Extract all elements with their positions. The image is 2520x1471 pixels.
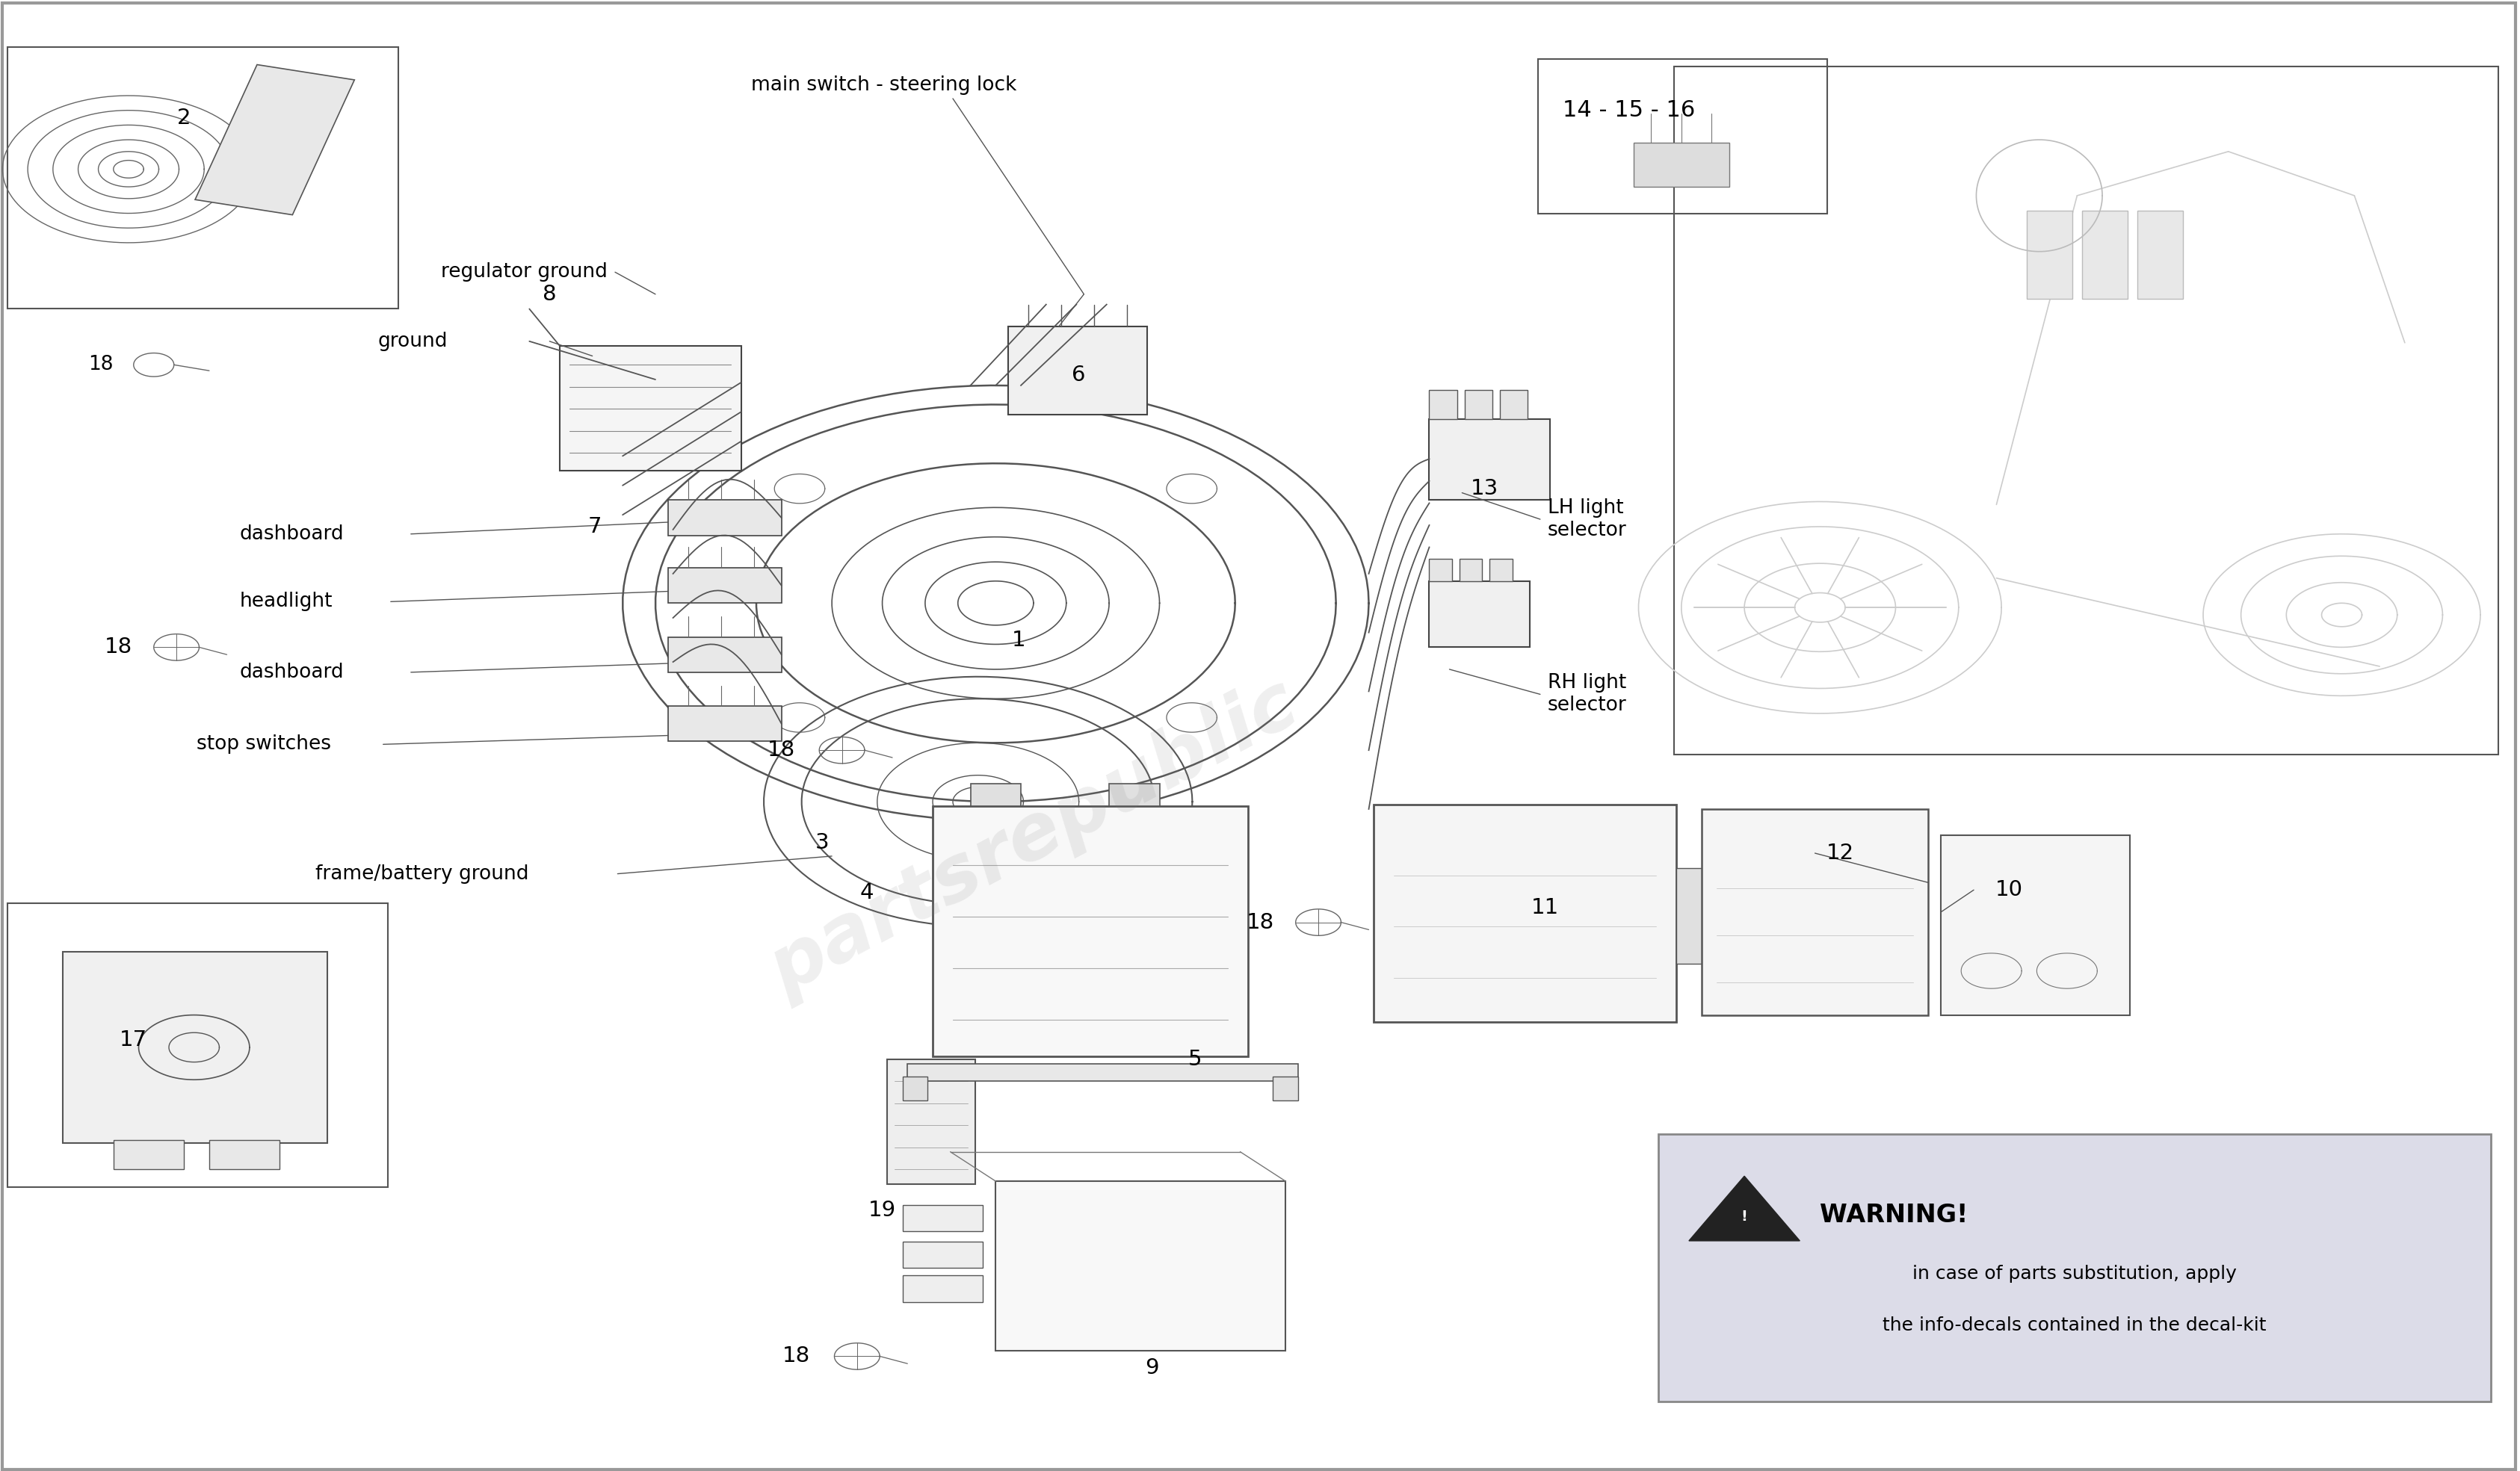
Bar bbox=[8, 47, 398, 309]
Bar bbox=[1537, 59, 1827, 213]
Bar bbox=[668, 568, 781, 603]
Text: 6: 6 bbox=[1071, 365, 1086, 385]
Bar bbox=[668, 637, 781, 672]
Text: frame/battery ground: frame/battery ground bbox=[315, 863, 529, 884]
Bar bbox=[887, 1059, 975, 1184]
Text: stop switches: stop switches bbox=[197, 734, 330, 755]
Text: ground: ground bbox=[378, 331, 449, 352]
Text: 11: 11 bbox=[1530, 897, 1560, 918]
Bar bbox=[1489, 559, 1512, 581]
Bar bbox=[1008, 327, 1147, 415]
Text: 8: 8 bbox=[542, 284, 557, 304]
Bar bbox=[1273, 1077, 1298, 1100]
Bar bbox=[668, 500, 781, 535]
Bar bbox=[970, 784, 1021, 806]
Polygon shape bbox=[194, 65, 355, 215]
Text: 18: 18 bbox=[103, 637, 134, 658]
Bar bbox=[2137, 210, 2182, 299]
Bar bbox=[668, 706, 781, 741]
Bar bbox=[1940, 836, 2129, 1015]
Text: 18: 18 bbox=[88, 355, 113, 375]
Text: headlight: headlight bbox=[239, 591, 333, 612]
Text: 3: 3 bbox=[814, 833, 829, 853]
Bar bbox=[902, 1242, 983, 1268]
Text: 1: 1 bbox=[1011, 630, 1026, 650]
Bar bbox=[1109, 784, 1159, 806]
Bar bbox=[1429, 390, 1457, 419]
Bar bbox=[559, 346, 741, 471]
Text: 19: 19 bbox=[867, 1200, 897, 1221]
Bar bbox=[1429, 559, 1452, 581]
Text: LH light
selector: LH light selector bbox=[1547, 499, 1625, 540]
Bar bbox=[1429, 419, 1550, 500]
Bar bbox=[209, 1140, 280, 1169]
Bar bbox=[2082, 210, 2127, 299]
Text: 13: 13 bbox=[1469, 478, 1499, 499]
Bar bbox=[907, 1064, 1298, 1081]
Text: partsrepublic: partsrepublic bbox=[756, 668, 1310, 1009]
Bar bbox=[902, 1205, 983, 1231]
Text: !: ! bbox=[1741, 1209, 1746, 1224]
Text: 18: 18 bbox=[781, 1346, 811, 1367]
Text: 14 - 15 - 16: 14 - 15 - 16 bbox=[1562, 100, 1696, 121]
Text: 12: 12 bbox=[1824, 843, 1855, 863]
Bar bbox=[902, 1275, 983, 1302]
Text: 18: 18 bbox=[1245, 912, 1275, 933]
Text: RH light
selector: RH light selector bbox=[1547, 674, 1625, 715]
Text: 4: 4 bbox=[859, 883, 874, 903]
Text: 5: 5 bbox=[1187, 1049, 1202, 1069]
Bar bbox=[1673, 66, 2497, 755]
Bar bbox=[1701, 809, 1928, 1015]
Bar bbox=[1373, 805, 1676, 1022]
Bar bbox=[932, 806, 1247, 1056]
Bar bbox=[902, 1077, 927, 1100]
Bar bbox=[63, 952, 328, 1143]
Bar bbox=[2026, 210, 2071, 299]
Text: 9: 9 bbox=[1144, 1358, 1159, 1378]
Bar bbox=[1429, 581, 1530, 647]
Bar bbox=[113, 1140, 184, 1169]
Text: regulator ground: regulator ground bbox=[441, 262, 607, 282]
Text: 17: 17 bbox=[118, 1030, 149, 1050]
Bar bbox=[995, 1181, 1285, 1350]
Text: WARNING!: WARNING! bbox=[1819, 1203, 1968, 1227]
Bar bbox=[1633, 143, 1729, 187]
Text: the info-decals contained in the decal-kit: the info-decals contained in the decal-k… bbox=[1882, 1317, 2265, 1334]
Text: 2: 2 bbox=[176, 107, 192, 128]
Text: 7: 7 bbox=[587, 516, 602, 537]
Polygon shape bbox=[1688, 1177, 1799, 1242]
Bar bbox=[1464, 390, 1492, 419]
Text: main switch - steering lock: main switch - steering lock bbox=[751, 75, 1016, 96]
Bar bbox=[1499, 390, 1527, 419]
Text: 18: 18 bbox=[766, 740, 796, 761]
Bar bbox=[1658, 1134, 2490, 1402]
Bar bbox=[8, 903, 388, 1187]
Bar bbox=[1459, 559, 1482, 581]
Text: in case of parts substitution, apply: in case of parts substitution, apply bbox=[1913, 1265, 2235, 1283]
Text: 10: 10 bbox=[1996, 880, 2021, 900]
Bar bbox=[1676, 868, 1714, 964]
Text: dashboard: dashboard bbox=[239, 662, 343, 683]
Text: dashboard: dashboard bbox=[239, 524, 343, 544]
